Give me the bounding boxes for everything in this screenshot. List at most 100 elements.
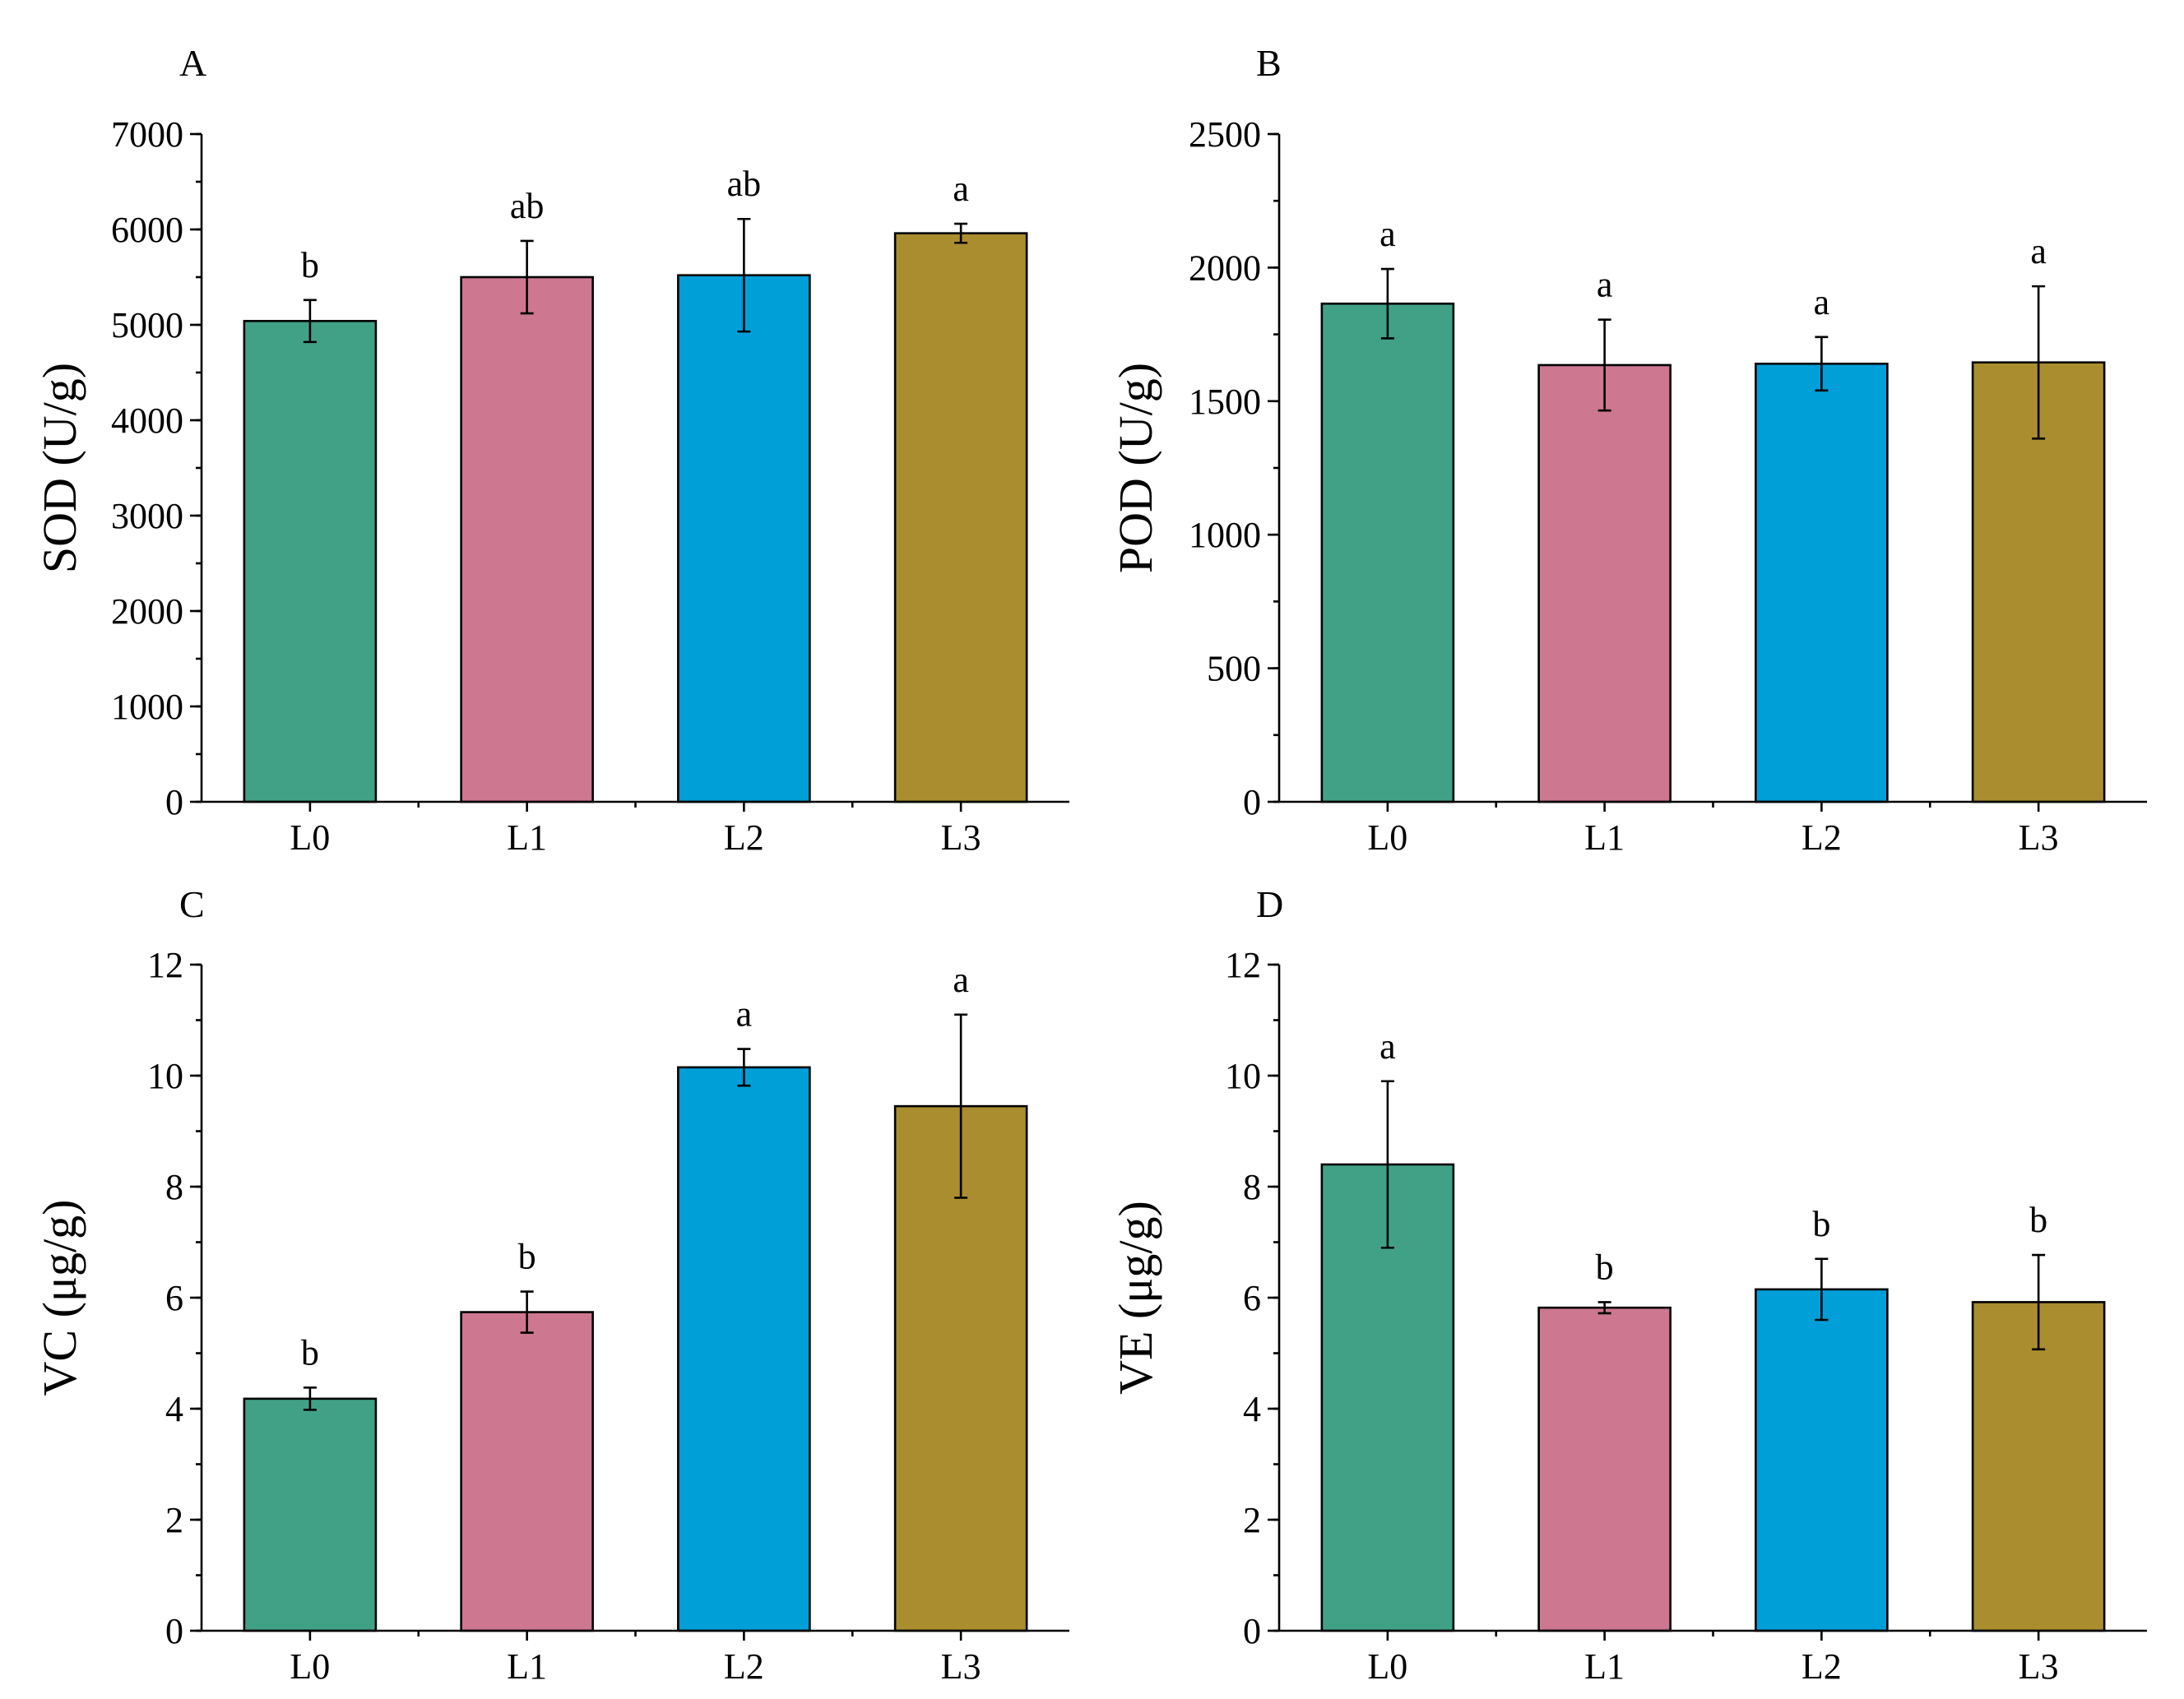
y-tick-label: 0 [165, 782, 183, 822]
bar-l2 [677, 274, 811, 803]
significance-label: b [1812, 1204, 1830, 1244]
y-axis-title: POD (U/g) [1109, 363, 1162, 573]
bar-l2 [677, 1066, 811, 1632]
panel-letter: C [179, 883, 205, 925]
panel-c: Cb L0 b L1 a L2 a L3 0 2 4 6 8 10 12 VC (μg/g) [33, 883, 1069, 1687]
y-axis-title: VC (μg/g) [33, 1200, 86, 1396]
axes [1277, 134, 2147, 803]
significance-label: a [1597, 265, 1613, 305]
y-tick-label: 8 [1243, 1167, 1261, 1207]
y-tick-label: 2500 [1189, 114, 1261, 155]
significance-label: a [1814, 282, 1830, 322]
panel-letter: B [1256, 42, 1282, 84]
significance-label: a [2030, 231, 2047, 271]
panel-d: Da L0 b L1 b L2 b L3 0 2 4 6 8 10 12 VE (μg/g) [1109, 883, 2147, 1687]
error-bar [520, 1290, 534, 1334]
bar-l1 [460, 275, 594, 803]
x-tick-label: L1 [507, 817, 547, 858]
x-tick-label: L3 [941, 1646, 981, 1687]
axes [200, 134, 1069, 803]
error-bar [2032, 1253, 2046, 1351]
bar-l2 [1755, 363, 1889, 803]
x-tick-label: L1 [507, 1646, 547, 1687]
x-tick-label: L1 [1584, 1646, 1625, 1687]
error-bar [2032, 285, 2046, 440]
error-bar [954, 1013, 968, 1199]
y-tick-label: 0 [1243, 782, 1261, 822]
bar-l0 [243, 1397, 378, 1632]
x-tick-label: L3 [2019, 1646, 2059, 1687]
bar-l2 [1755, 1288, 1889, 1632]
y-tick-label: 8 [165, 1167, 183, 1207]
error-bar [737, 1048, 751, 1087]
y-tick-label: 10 [147, 1056, 183, 1096]
bar-l1 [1537, 363, 1672, 803]
significance-label: b [301, 245, 319, 285]
x-tick-label: L2 [724, 817, 764, 858]
bar-l1 [1537, 1306, 1672, 1632]
x-tick-label: L1 [1584, 817, 1625, 858]
significance-label: a [736, 994, 753, 1035]
significance-label: b [1596, 1247, 1614, 1287]
significance-label: a [1379, 1026, 1396, 1067]
bar-l3 [893, 232, 1028, 803]
y-tick-label: 2000 [1189, 248, 1261, 288]
y-tick-label: 1500 [1189, 382, 1261, 422]
y-tick-label: 4 [165, 1389, 183, 1429]
panel-letter: A [179, 42, 206, 84]
y-tick-label: 0 [1243, 1611, 1261, 1651]
error-bar [1380, 1080, 1394, 1249]
bar-l3 [1971, 1301, 2106, 1632]
panel-b: Ba L0 a L1 a L2 a L3 0 500 1000 1500 2000 2500 POD (U/… [1109, 42, 2147, 858]
panel-letter: D [1256, 883, 1283, 925]
y-tick-label: 1000 [1189, 515, 1261, 555]
y-tick-label: 6000 [111, 210, 183, 250]
y-tick-label: 12 [147, 945, 183, 985]
significance-label: b [518, 1237, 536, 1277]
y-tick-label: 10 [1225, 1056, 1261, 1096]
error-bar [303, 1387, 317, 1411]
significance-label: ab [727, 164, 762, 204]
significance-label: a [953, 169, 969, 209]
error-bar [954, 222, 968, 244]
y-tick-label: 4 [1243, 1389, 1261, 1429]
significance-label: b [2029, 1200, 2047, 1240]
y-tick-label: 0 [165, 1611, 183, 1651]
x-tick-label: L2 [1801, 1646, 1842, 1687]
panel-a: Ab L0 ab L1 ab L2 a L3 0 1000 2000 3000 4000 5000 6000… [33, 42, 1069, 858]
y-tick-label: 12 [1225, 945, 1261, 985]
y-tick-label: 2 [1243, 1500, 1261, 1540]
significance-label: a [953, 960, 969, 1000]
y-tick-label: 1000 [111, 687, 183, 727]
x-tick-label: L0 [1367, 1646, 1407, 1687]
bar-l0 [1320, 302, 1455, 803]
axes [200, 965, 1069, 1632]
y-tick-label: 4000 [111, 400, 183, 441]
significance-label: a [1379, 214, 1396, 254]
x-tick-label: L3 [2019, 817, 2059, 858]
y-tick-label: 2000 [111, 591, 183, 632]
y-axis-title: VE (μg/g) [1109, 1201, 1162, 1395]
bar-l0 [243, 320, 378, 803]
y-tick-label: 6 [1243, 1278, 1261, 1318]
bar-l1 [460, 1311, 594, 1632]
significance-label: b [301, 1332, 319, 1373]
axes [1277, 965, 2147, 1632]
y-tick-label: 7000 [111, 114, 183, 155]
error-bar [1597, 318, 1611, 412]
error-bar [1815, 336, 1829, 392]
error-bar [737, 217, 751, 333]
error-bar [1815, 1257, 1829, 1322]
error-bar [1597, 1301, 1611, 1315]
y-axis-title: SOD (U/g) [33, 363, 86, 573]
error-bar [1380, 267, 1394, 340]
x-tick-label: L3 [941, 817, 981, 858]
x-tick-label: L0 [1367, 817, 1407, 858]
y-tick-label: 6 [165, 1278, 183, 1318]
y-tick-label: 5000 [111, 305, 183, 345]
error-bar [303, 299, 317, 344]
x-tick-label: L2 [724, 1646, 764, 1687]
significance-label: ab [510, 186, 545, 226]
y-tick-label: 500 [1207, 649, 1261, 689]
